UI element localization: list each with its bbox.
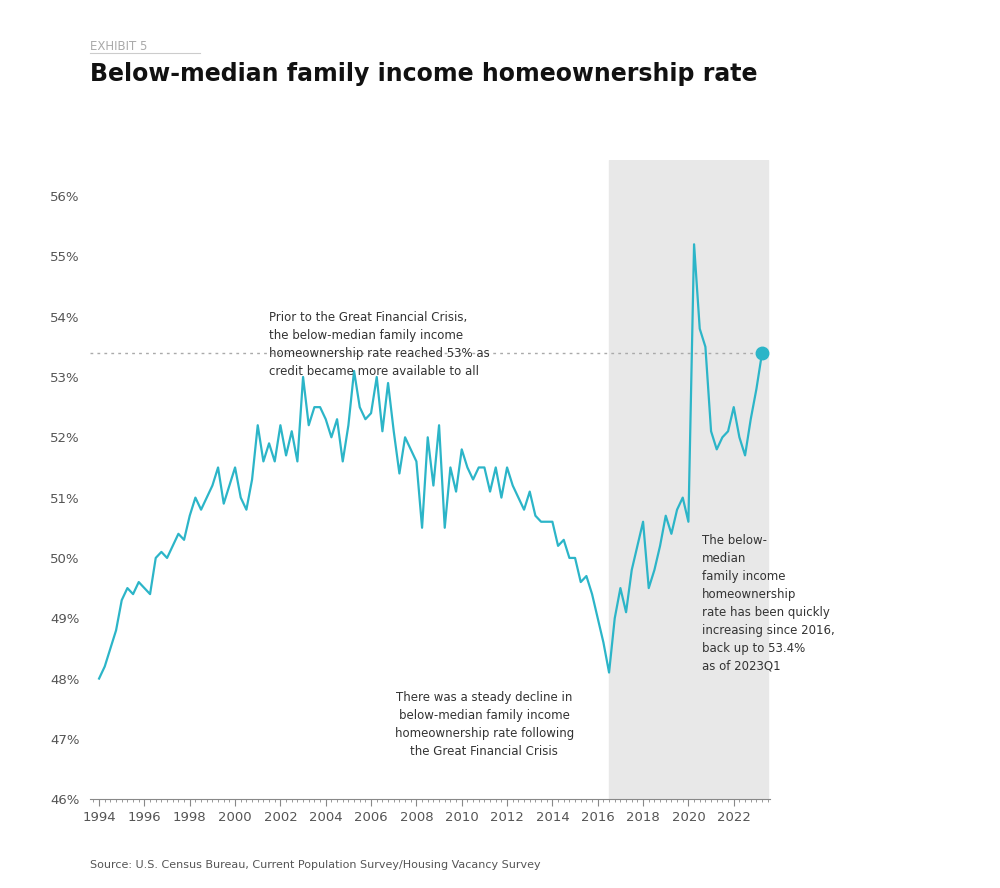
Text: EXHIBIT 5: EXHIBIT 5 bbox=[90, 40, 147, 53]
Text: The below-
median
family income
homeownership
rate has been quickly
increasing s: The below- median family income homeowne… bbox=[702, 534, 835, 673]
Text: Prior to the Great Financial Crisis,
the below-median family income
homeownershi: Prior to the Great Financial Crisis, the… bbox=[269, 311, 490, 377]
Text: There was a steady decline in
below-median family income
homeownership rate foll: There was a steady decline in below-medi… bbox=[395, 691, 574, 757]
Bar bbox=[609, 160, 768, 799]
Text: Below-median family income homeownership rate: Below-median family income homeownership… bbox=[90, 62, 758, 86]
Text: Source: U.S. Census Bureau, Current Population Survey/Housing Vacancy Survey: Source: U.S. Census Bureau, Current Popu… bbox=[90, 860, 541, 870]
